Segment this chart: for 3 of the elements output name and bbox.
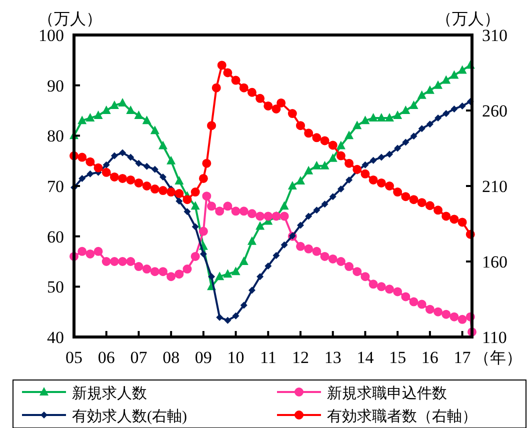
y2label: （万人） [436,11,500,28]
xlabel: （年） [474,350,522,367]
ylabel: （万人） [38,11,102,28]
